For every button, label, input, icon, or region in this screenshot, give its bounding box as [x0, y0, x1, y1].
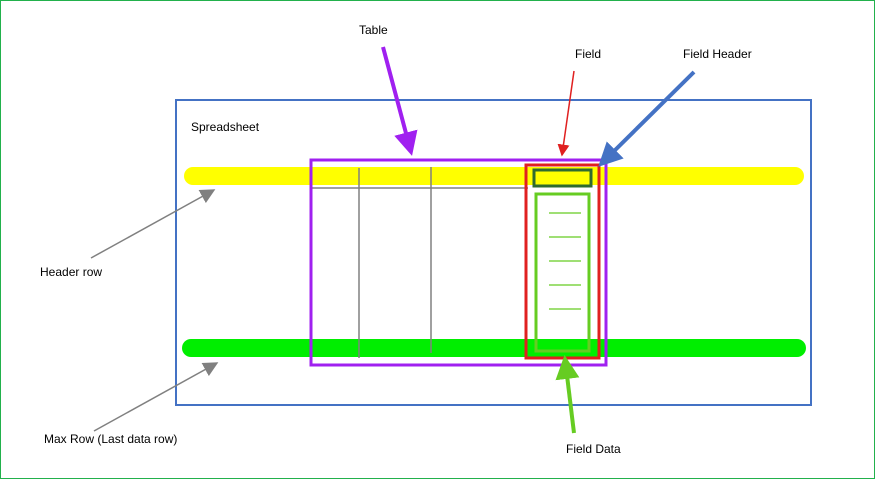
field-pointer-arrow [557, 70, 575, 157]
max-row-label: Max Row (Last data row) [44, 432, 178, 446]
table-label: Table [359, 23, 388, 37]
field-data-box [534, 192, 591, 353]
table-grid [312, 167, 528, 358]
field-data-label: Field Data [566, 442, 621, 456]
field-data-pointer-arrow [555, 355, 580, 434]
spreadsheet-label: Spreadsheet [191, 120, 260, 134]
field-data-lines [549, 212, 581, 310]
field-header-pointer-arrow [598, 70, 696, 167]
header-row-pointer-arrow [90, 189, 216, 259]
table-box [309, 158, 608, 367]
field-label: Field [575, 47, 602, 61]
spreadsheet-box [175, 99, 812, 406]
header-row-label: Header row [40, 265, 103, 279]
field-header-label: Field Header [683, 47, 752, 61]
field-header-box [532, 168, 593, 188]
max-row-pointer-arrow [93, 362, 219, 432]
table-pointer-arrow [381, 46, 418, 156]
